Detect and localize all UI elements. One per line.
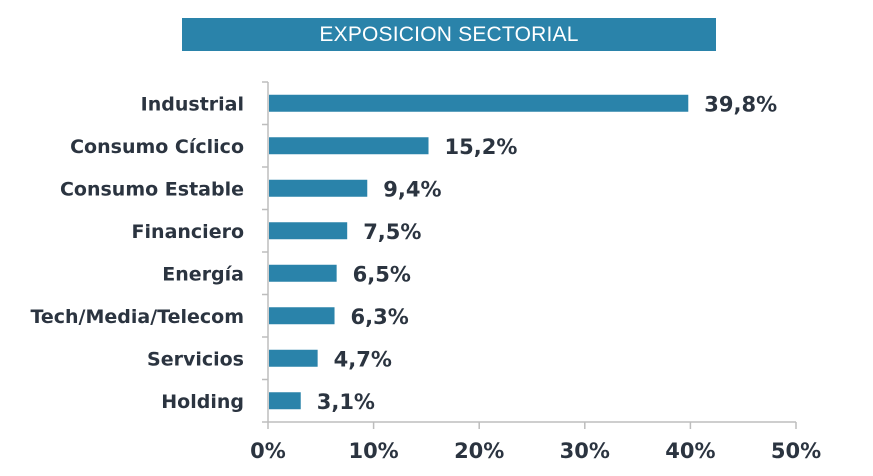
category-label: Industrial [141,93,244,115]
x-tick-label: 50% [771,439,821,463]
x-tick-label: 30% [560,439,610,463]
category-label: Tech/Media/Telecom [30,306,244,328]
bar [269,307,335,325]
x-tick-label: 0% [250,439,286,463]
bar [269,264,337,282]
category-label: Servicios [147,348,244,370]
category-label: Consumo Estable [60,178,244,200]
value-label: 15,2% [445,135,518,159]
category-label: Financiero [132,221,244,243]
chart-labels: 0% 10% 20% 30% 40% 50% Industrial 39,8% Consumo … [30,92,821,463]
value-label: 6,3% [351,305,409,329]
category-label: Holding [161,391,244,413]
chart-axes [262,81,797,429]
bar [269,94,689,112]
bar [269,137,429,155]
chart-title: EXPOSICION SECTORIAL [182,18,716,51]
value-label: 4,7% [334,347,392,371]
value-label: 6,5% [353,262,411,286]
x-tick-label: 20% [454,439,504,463]
value-label: 7,5% [363,220,421,244]
chart-bars [269,94,689,410]
value-label: 39,8% [704,92,777,116]
value-label: 3,1% [317,390,375,414]
value-label: 9,4% [383,177,441,201]
x-tick-label: 40% [665,439,715,463]
x-tick-label: 10% [348,439,398,463]
bar [269,392,301,410]
bar [269,222,348,240]
bar [269,349,318,367]
category-label: Consumo Cíclico [70,136,244,158]
bar [269,179,368,197]
category-label: Energía [162,263,244,285]
